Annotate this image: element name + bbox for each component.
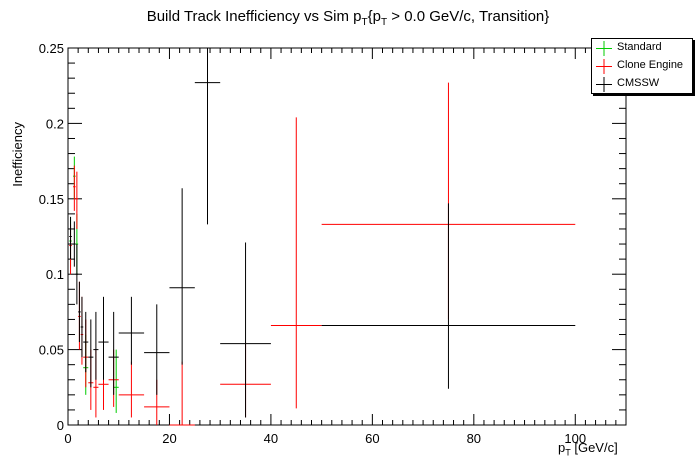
data-point — [270, 117, 322, 409]
y-tick-label: 0.2 — [46, 116, 64, 131]
x-tick-label: 100 — [564, 431, 586, 446]
y-tick-label: 0.15 — [39, 192, 64, 207]
data-point — [73, 165, 76, 211]
data-point — [69, 216, 72, 260]
y-tick-label: 0.25 — [39, 41, 64, 56]
data-point — [118, 296, 145, 365]
chart-title: Build Track Inefficiency vs Sim pT{pT > … — [146, 8, 550, 28]
legend: Standard Clone Engine CMSSW — [591, 38, 693, 94]
data-point — [98, 296, 109, 380]
legend-item-clone-engine: Clone Engine — [592, 58, 692, 75]
series-cmssw — [69, 48, 576, 418]
x-tick-label: 40 — [264, 431, 278, 446]
plot-frame — [67, 47, 627, 426]
data-point — [88, 319, 94, 388]
data-point — [194, 48, 221, 225]
legend-label-cmssw: CMSSW — [617, 77, 660, 89]
x-axis-label: pT [GeV/c] — [558, 440, 618, 458]
data-point — [169, 188, 195, 365]
legend-label-standard: Standard — [617, 41, 662, 53]
legend-item-cmssw: CMSSW — [592, 76, 692, 93]
data-point — [220, 242, 271, 418]
x-tick-label: 60 — [365, 431, 379, 446]
y-tick-label: 0.1 — [46, 267, 64, 282]
legend-label-clone-engine: Clone Engine — [617, 59, 684, 71]
data-point — [113, 349, 119, 413]
data-point — [78, 281, 81, 343]
data-point — [93, 311, 99, 380]
data-point — [118, 361, 145, 418]
data-point — [80, 296, 84, 358]
data-point — [75, 171, 79, 229]
legend-marker-clone-engine — [596, 59, 612, 74]
data-point — [108, 311, 119, 395]
data-point — [75, 244, 79, 305]
data-point — [169, 361, 195, 426]
data-point — [83, 311, 89, 373]
data-point — [144, 304, 170, 395]
y-tick-label: 0 — [57, 418, 64, 433]
x-tick-label: 20 — [162, 431, 176, 446]
data-point — [73, 221, 76, 267]
data-point — [321, 203, 576, 389]
x-tick-label: 0 — [64, 431, 71, 446]
y-tick-label: 0.05 — [39, 343, 64, 358]
x-tick-label: 80 — [467, 431, 481, 446]
legend-item-standard: Standard — [592, 40, 692, 57]
series-clone-engine — [69, 82, 576, 426]
legend-marker-standard — [596, 41, 612, 56]
legend-marker-cmssw — [596, 77, 612, 92]
